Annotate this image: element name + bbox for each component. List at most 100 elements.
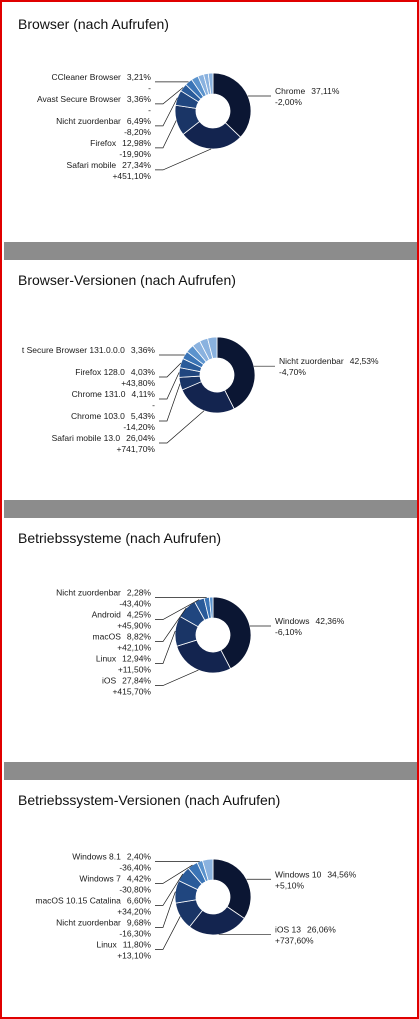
slice-change: +737,60% — [275, 936, 314, 946]
leader-line — [155, 873, 184, 906]
slice-label: Windows 42,36% — [275, 616, 345, 626]
slice-label: Windows 7 4,42% — [79, 873, 151, 883]
slice-change: +43,80% — [121, 378, 155, 388]
slice-share: 3,36% — [127, 94, 152, 104]
slice-label: iOS 13 26,06% — [275, 925, 336, 935]
slice-label: Nicht zuordenbar 9,68% — [56, 917, 151, 927]
os-donut-chart: Windows 42,36% -6,10% Nicht zuordenbar 2,28%… — [56, 588, 345, 697]
pie-slice-other — [208, 596, 214, 619]
browser-chart-title: Browser (nach Aufrufen) — [18, 16, 169, 32]
pie-slice-windows — [212, 596, 252, 670]
leader-line — [155, 607, 187, 642]
leader-line — [159, 410, 205, 444]
slice-share: 37,11% — [311, 86, 340, 96]
slice-share: 27,84% — [122, 676, 151, 686]
slice-name: Linux — [96, 654, 117, 664]
pie-slice-windows-10 — [212, 858, 252, 920]
slice-name: Safari mobile 13.0 — [52, 433, 121, 443]
leader-line — [159, 362, 182, 378]
slice-name: Chrome 103.0 — [71, 411, 125, 421]
section-divider — [4, 762, 417, 780]
slice-name: Firefox 128.0 — [75, 367, 125, 377]
slice-name: Firefox — [90, 138, 117, 148]
slice-label: Linux 12,94% — [96, 654, 152, 664]
slice-share: 3,36% — [131, 345, 156, 355]
slice-label: Windows 8.1 2,40% — [72, 851, 151, 861]
slice-change: -30,80% — [119, 884, 151, 894]
slice-share: 42,53% — [350, 356, 379, 366]
slice-label: Nicht zuordenbar 6,49% — [56, 116, 151, 126]
slice-label: iOS 27,84% — [102, 676, 151, 686]
slice-name: Chrome — [275, 86, 306, 96]
leader-line — [155, 599, 200, 620]
pie-slice-chrome — [212, 72, 252, 138]
slice-share: 8,82% — [127, 632, 152, 642]
slice-label: Nicht zuordenbar 2,28% — [56, 588, 151, 598]
slice-share: 4,25% — [127, 610, 152, 620]
slice-share: 12,98% — [122, 138, 151, 148]
browser-versions-panel: Browser-Versionen (nach Aufrufen) Nicht … — [4, 260, 417, 500]
leader-line — [155, 148, 212, 171]
slice-label: CCleaner Browser 3,21% — [51, 72, 151, 82]
slice-name: CCleaner Browser — [51, 72, 121, 82]
slice-name: iOS — [102, 676, 117, 686]
leader-line — [159, 372, 180, 400]
slice-name: Linux — [96, 939, 117, 949]
slice-name: Nicht zuordenbar — [279, 356, 344, 366]
slice-name: Nicht zuordenbar — [56, 588, 121, 598]
slice-label: Chrome 37,11% — [275, 86, 340, 96]
slice-name: Windows — [275, 616, 309, 626]
slice-label: Nicht zuordenbar 42,53% — [279, 356, 379, 366]
slice-share: 26,06% — [307, 925, 336, 935]
slice-change: +415,70% — [112, 687, 151, 697]
slice-name: Nicht zuordenbar — [56, 116, 121, 126]
leader-line — [155, 669, 199, 686]
slice-share: 6,60% — [127, 895, 152, 905]
leader-line — [155, 630, 176, 664]
slice-label: Android 4,25% — [92, 610, 152, 620]
slice-label: Avast Secure Browser 3,36% — [37, 94, 151, 104]
slice-share: 27,34% — [122, 160, 151, 170]
slice-name: Windows 7 — [79, 873, 121, 883]
slice-label: Safari mobile 27,34% — [67, 160, 152, 170]
slice-share: 4,42% — [127, 873, 152, 883]
slice-change: - — [152, 400, 155, 410]
slice-share: 4,11% — [132, 389, 156, 399]
os-chart-title: Betriebssysteme (nach Aufrufen) — [18, 530, 222, 546]
slice-name: Avast Secure Browser — [37, 94, 121, 104]
slice-name: Nicht zuordenbar — [56, 917, 121, 927]
slice-change: +5,10% — [275, 880, 305, 890]
slice-change: -36,40% — [119, 862, 151, 872]
slice-change: -43,40% — [119, 599, 151, 609]
slice-change: +11,50% — [118, 665, 152, 675]
pie-slice-other — [201, 858, 214, 882]
slice-label: macOS 8,82% — [93, 632, 152, 642]
browser-donut-chart: Chrome 37,11% -2,00% CCleaner Browser 3,21% -… — [37, 72, 340, 181]
slice-change: +741,70% — [116, 444, 155, 454]
browser-versions-donut-chart: Nicht zuordenbar 42,53% -4,70% t Secure Bro… — [22, 336, 379, 454]
slice-share: 34,56% — [327, 869, 356, 879]
os-panel: Betriebssysteme (nach Aufrufen) Windows 4… — [4, 518, 417, 762]
slice-label: Firefox 12,98% — [90, 138, 151, 148]
slice-share: 2,28% — [127, 588, 152, 598]
slice-label: t Secure Browser 131.0.0.0 3,36% — [22, 345, 156, 355]
slice-change: -19,90% — [119, 149, 151, 159]
slice-name: iOS 13 — [275, 925, 301, 935]
slice-change: -8,20% — [124, 127, 151, 137]
slice-change: +34,20% — [117, 906, 151, 916]
slice-share: 5,43% — [131, 411, 156, 421]
section-divider — [4, 500, 417, 518]
slice-change: -2,00% — [275, 97, 302, 107]
browser-panel: Browser (nach Aufrufen) Chrome 37,11% -2,0… — [4, 4, 417, 242]
slice-change: -4,70% — [279, 367, 306, 377]
slice-change: -6,10% — [275, 627, 302, 637]
os-versions-chart-title: Betriebssystem-Versionen (nach Aufrufen) — [18, 792, 281, 808]
slice-name: Chrome 131.0 — [72, 389, 126, 399]
leader-line — [155, 97, 178, 127]
slice-name: Android — [92, 610, 122, 620]
os-versions-donut-chart: Windows 10 34,56% +5,10% iOS 13 26,06%+737,6… — [35, 851, 356, 960]
slice-share: 11,80% — [123, 939, 152, 949]
pie-slice-nicht-zuordenbar — [216, 336, 256, 410]
slice-label: Chrome 103.0 5,43% — [71, 411, 155, 421]
